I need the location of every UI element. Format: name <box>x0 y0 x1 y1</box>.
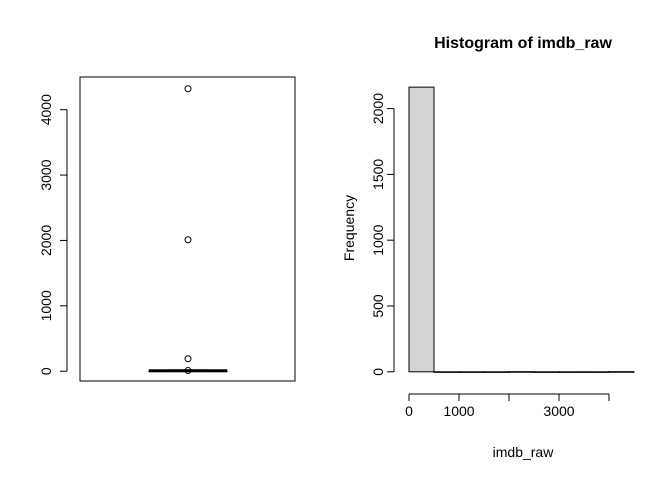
histogram-title: Histogram of imdb_raw <box>434 35 612 52</box>
boxplot-y-tick-label: 4000 <box>38 94 54 125</box>
histogram-bar <box>408 86 435 373</box>
boxplot-outlier <box>184 236 192 244</box>
histogram-x-tick-label: 3000 <box>543 403 574 419</box>
boxplot-panel: 0 1000 2000 3000 4000 <box>38 76 296 382</box>
histogram-panel: Histogram of imdb_raw imdb_raw Frequency… <box>341 35 635 460</box>
boxplot-y-tick-label: 2000 <box>38 225 54 256</box>
histogram-bar <box>608 371 635 373</box>
histogram-x-tick-label: 1000 <box>443 403 474 419</box>
histogram-bar <box>458 371 485 373</box>
histogram-bar <box>583 371 610 373</box>
boxplot-y-tick-label: 1000 <box>38 290 54 321</box>
boxplot-outlier <box>184 355 192 363</box>
boxplot-outlier <box>184 367 192 375</box>
boxplot-y-tick-label: 0 <box>38 367 54 375</box>
histogram-bar <box>558 371 585 373</box>
histogram-y-tick-label: 1000 <box>370 224 386 255</box>
histogram-y-tick-label: 1500 <box>370 159 386 190</box>
boxplot-frame <box>79 76 296 382</box>
histogram-xlabel: imdb_raw <box>493 444 555 460</box>
histogram-bar <box>483 371 510 373</box>
histogram-y-tick-label: 0 <box>370 368 386 376</box>
boxplot-outlier <box>184 85 192 93</box>
histogram-y-tick-label: 2000 <box>370 93 386 124</box>
histogram-bar <box>433 371 460 373</box>
histogram-y-tick-label: 500 <box>370 294 386 318</box>
histogram-ylabel: Frequency <box>341 195 357 261</box>
histogram-x-tick-label: 0 <box>405 403 413 419</box>
histogram-bar <box>508 371 535 373</box>
boxplot-y-tick-label: 3000 <box>38 159 54 190</box>
histogram-bar <box>533 371 560 373</box>
